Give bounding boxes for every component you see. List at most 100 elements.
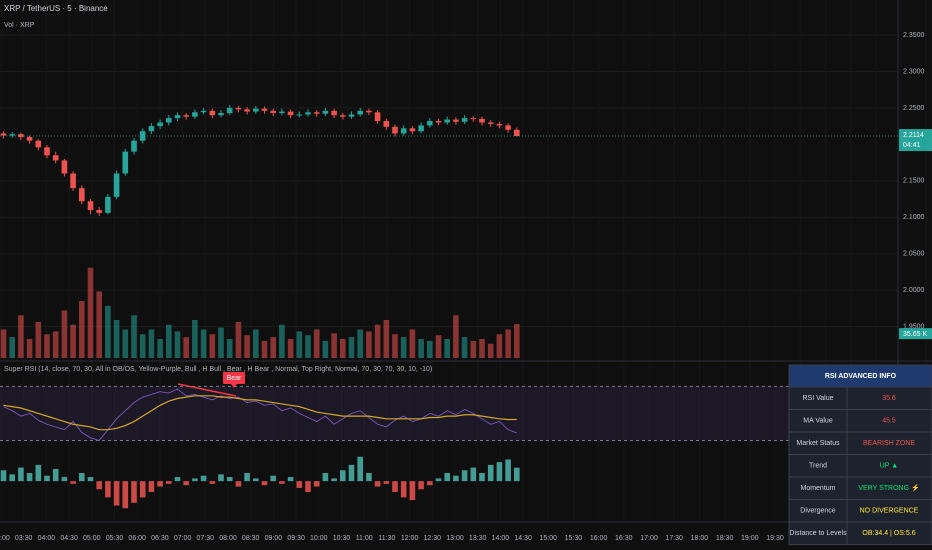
histogram-bar: [235, 481, 242, 487]
volume-bar: [157, 339, 163, 358]
time-tick-label: 14:00: [492, 535, 510, 542]
grid: [0, 34, 898, 441]
time-tick-label: 12:30: [424, 535, 442, 542]
time-tick-label: 09:30: [287, 535, 305, 542]
candle-body: [244, 109, 250, 112]
time-tick-label: 15:00: [539, 535, 557, 542]
candle-body: [357, 110, 363, 115]
volume-bar: [409, 329, 416, 358]
divergence-line: [177, 383, 237, 397]
time-tick-label: 04:30: [60, 535, 78, 542]
histogram-bar: [70, 481, 76, 484]
volume-bar: [200, 329, 207, 358]
time-tick-label: 06:30: [151, 535, 169, 542]
time-tick-label: 05:00: [83, 535, 101, 542]
candle-body: [366, 110, 372, 113]
price-tick-label: 2.0000: [903, 287, 925, 294]
volume-bar: [470, 340, 477, 358]
histogram-bar: [287, 477, 294, 482]
table-value: OB:34.4 | OS:5.6: [862, 530, 915, 537]
histogram-bar: [26, 473, 33, 482]
time-tick-label: 11:00: [356, 535, 373, 542]
volume-bar: [131, 315, 137, 358]
candle-body: [139, 131, 146, 141]
candle-body: [157, 122, 163, 127]
table-label: Distance to Levels: [789, 530, 847, 537]
volume-last-label: 35.65 K: [903, 331, 927, 338]
histogram-bar: [435, 478, 442, 482]
histogram-bar: [261, 481, 268, 486]
time-tick-label: 16:00: [590, 535, 608, 542]
time-tick-label: 19:30: [766, 535, 784, 542]
candle-body: [70, 173, 76, 189]
histogram-bar: [461, 470, 468, 482]
volume-bar: [487, 343, 494, 358]
time-tick-label: 08:00: [219, 535, 237, 542]
volume-bar: [183, 337, 189, 358]
histogram-bar: [166, 481, 172, 484]
volume-bar: [166, 324, 172, 358]
bear-label-box: [223, 372, 245, 384]
volume-bar: [322, 340, 329, 358]
candle-body: [52, 155, 59, 161]
price-tick-label: 2.1000: [903, 214, 925, 221]
histogram-bar: [427, 481, 433, 486]
table-value: VERY STRONG ⚡: [858, 483, 919, 492]
volume-bar: [305, 335, 311, 358]
table-value: 35.6: [882, 395, 896, 402]
table-label: Divergence: [800, 508, 836, 515]
volume-bar: [174, 331, 181, 358]
histogram-bar: [174, 477, 181, 482]
volume-bar: [70, 324, 76, 358]
candle-body: [305, 112, 311, 115]
time-tick-label: 11:30: [378, 535, 395, 542]
volume-bar: [366, 331, 372, 358]
candle-body: [192, 112, 198, 117]
histogram-bar: [409, 481, 416, 501]
candle-body: [435, 121, 442, 123]
time-tick-label: 09:00: [265, 535, 283, 542]
histogram-bar: [340, 470, 346, 482]
volume-bar: [348, 337, 355, 358]
time-tick-label: 19:00: [741, 535, 759, 542]
candle-body: [105, 196, 111, 213]
time-tick-label: 08:30: [242, 535, 260, 542]
volume-bar: [209, 334, 216, 358]
candle-body: [461, 118, 468, 122]
candle-body: [166, 118, 172, 123]
histogram-bar: [479, 473, 485, 482]
candle-body: [131, 140, 137, 152]
histogram-bar: [505, 459, 511, 482]
price-tick-label: 2.2500: [903, 105, 925, 112]
volume-bar: [514, 324, 520, 358]
histogram-bar: [279, 481, 285, 484]
histogram-bar: [87, 477, 94, 482]
histogram-bar: [331, 478, 337, 482]
rsi-band: [0, 386, 898, 441]
candle-body: [287, 111, 294, 116]
volume-bar: [479, 339, 485, 358]
candle-body: [183, 115, 189, 117]
rsi-line: [3, 388, 517, 442]
table-value: 45.5: [882, 418, 896, 425]
time-tick-label: 16:30: [615, 535, 633, 542]
histogram-bar: [313, 481, 320, 487]
time-tick-label: 17:00: [640, 535, 658, 542]
histogram-bar: [9, 474, 15, 482]
candle-body: [496, 123, 503, 126]
volume-bar: [496, 334, 503, 358]
histogram-bar: [383, 481, 390, 484]
candle-body: [79, 188, 85, 202]
histogram-bar: [514, 467, 520, 482]
bear-label: Bear: [227, 375, 242, 382]
histogram-bar: [139, 481, 146, 498]
candle-body: [487, 122, 494, 124]
volume-bar: [418, 339, 424, 358]
volume-bar: [105, 305, 111, 358]
volume-bar: [261, 340, 268, 358]
candle-body: [218, 113, 224, 116]
volume-bar: [44, 334, 50, 358]
candle-body: [35, 140, 42, 148]
volume-bar: [235, 321, 242, 358]
